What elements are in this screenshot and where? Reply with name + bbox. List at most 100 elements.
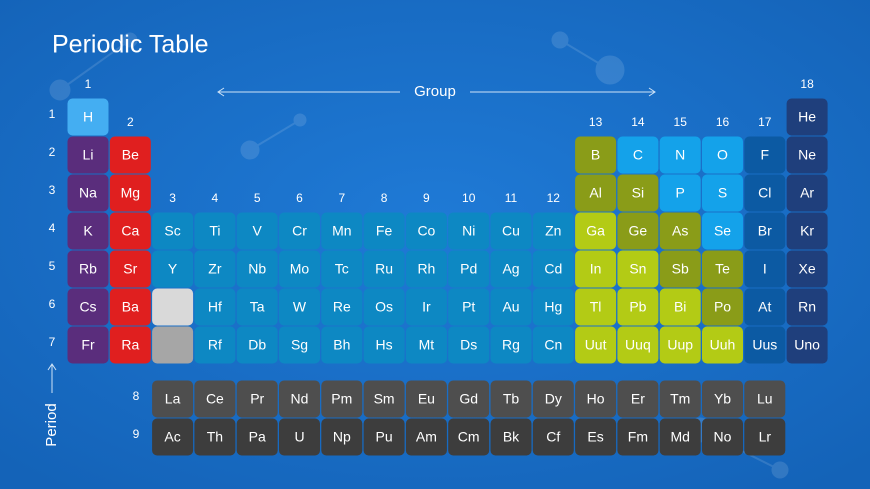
element-cell <box>109 136 151 174</box>
element-symbol: Os <box>375 299 393 315</box>
series-cell <box>363 380 405 418</box>
element-cell <box>786 326 828 364</box>
element-symbol: Uno <box>794 337 820 353</box>
element-cell <box>363 326 405 364</box>
element-symbol: Rh <box>417 261 435 277</box>
element-cell <box>490 212 532 250</box>
element-symbol: Sn <box>629 261 646 277</box>
element-symbol: As <box>672 223 688 239</box>
element-symbol: Uus <box>752 337 777 353</box>
period-number: 3 <box>49 183 56 197</box>
period-number: 7 <box>49 335 56 349</box>
element-symbol: Zr <box>208 261 222 277</box>
element-cell <box>786 136 828 174</box>
series-cell <box>617 418 659 456</box>
element-symbol: Na <box>79 185 97 201</box>
element-symbol: Uuh <box>710 337 736 353</box>
element-symbol: Pb <box>629 299 646 315</box>
element-symbol: F <box>761 147 770 163</box>
element-cell <box>532 326 574 364</box>
series-cell <box>279 418 320 456</box>
element-symbol: Yb <box>714 391 731 407</box>
series-cell <box>152 380 194 418</box>
element-symbol: Al <box>589 185 601 201</box>
element-symbol: Po <box>714 299 731 315</box>
element-symbol: Ti <box>209 223 220 239</box>
element-cell <box>448 212 490 250</box>
element-cell <box>67 212 109 250</box>
element-cell <box>702 326 743 364</box>
element-symbol: Bh <box>333 337 350 353</box>
element-symbol: Ni <box>462 223 475 239</box>
element-symbol: Li <box>83 147 94 163</box>
element-symbol: Se <box>714 223 731 239</box>
group-number: 10 <box>462 191 476 205</box>
group-number: 2 <box>127 115 134 129</box>
element-symbol: Pt <box>462 299 475 315</box>
element-symbol: Cs <box>79 299 96 315</box>
element-symbol: Cf <box>546 429 560 445</box>
element-symbol: Cl <box>758 185 771 201</box>
element-cell <box>659 250 701 288</box>
element-cell <box>617 212 659 250</box>
group-number: 5 <box>254 191 261 205</box>
period-number: 8 <box>133 389 140 403</box>
element-symbol: Ge <box>629 223 648 239</box>
element-cell <box>405 326 447 364</box>
element-cell <box>744 326 786 364</box>
element-symbol: Cu <box>502 223 520 239</box>
element-symbol: P <box>676 185 685 201</box>
element-symbol: Db <box>248 337 266 353</box>
element-symbol: Ru <box>375 261 393 277</box>
element-symbol: Pd <box>460 261 477 277</box>
element-cell <box>363 288 405 326</box>
element-symbol: Ca <box>121 223 139 239</box>
series-cell <box>659 380 701 418</box>
element-symbol: No <box>714 429 732 445</box>
period-number: 6 <box>49 297 56 311</box>
element-symbol: Nb <box>248 261 266 277</box>
element-symbol: Mt <box>419 337 435 353</box>
element-cell <box>152 212 194 250</box>
element-symbol: Tm <box>670 391 690 407</box>
series-cell <box>194 380 236 418</box>
element-symbol: Fm <box>628 429 648 445</box>
group-number: 16 <box>716 115 730 129</box>
period-number: 9 <box>133 427 140 441</box>
element-cell <box>321 326 363 364</box>
cells: H He Li Be B C N O F Ne Na Mg Al Si P S Cl Ar K Ca Sc Ti V Cr Mn… <box>49 77 828 456</box>
element-symbol: Hs <box>376 337 393 353</box>
element-cell <box>744 136 786 174</box>
element-cell <box>702 174 743 212</box>
element-cell <box>236 326 278 364</box>
series-cell <box>152 418 194 456</box>
series-cell <box>575 418 617 456</box>
element-cell <box>744 288 786 326</box>
series-cell <box>236 418 278 456</box>
element-symbol: Pr <box>250 391 264 407</box>
title: Periodic Table <box>52 31 209 59</box>
series-cell <box>405 380 447 418</box>
element-cell <box>490 288 532 326</box>
element-symbol: S <box>718 185 727 201</box>
series-cell <box>490 418 532 456</box>
series-cell <box>659 418 701 456</box>
element-symbol: At <box>758 299 771 315</box>
group-number: 18 <box>800 77 814 91</box>
group-number: 12 <box>547 191 561 205</box>
element-symbol: U <box>294 429 304 445</box>
element-symbol: Zn <box>545 223 561 239</box>
period-number: 4 <box>49 221 56 235</box>
element-cell <box>194 326 236 364</box>
group-number: 8 <box>381 191 388 205</box>
element-symbol: He <box>798 109 816 125</box>
element-symbol: Er <box>631 391 645 407</box>
group-number: 1 <box>85 77 92 91</box>
element-cell <box>236 250 278 288</box>
element-symbol: Uup <box>667 337 693 353</box>
element-symbol: Cr <box>292 223 307 239</box>
element-cell <box>786 212 828 250</box>
element-symbol: Ds <box>460 337 477 353</box>
element-symbol: Gd <box>459 391 478 407</box>
series-cell <box>532 380 574 418</box>
